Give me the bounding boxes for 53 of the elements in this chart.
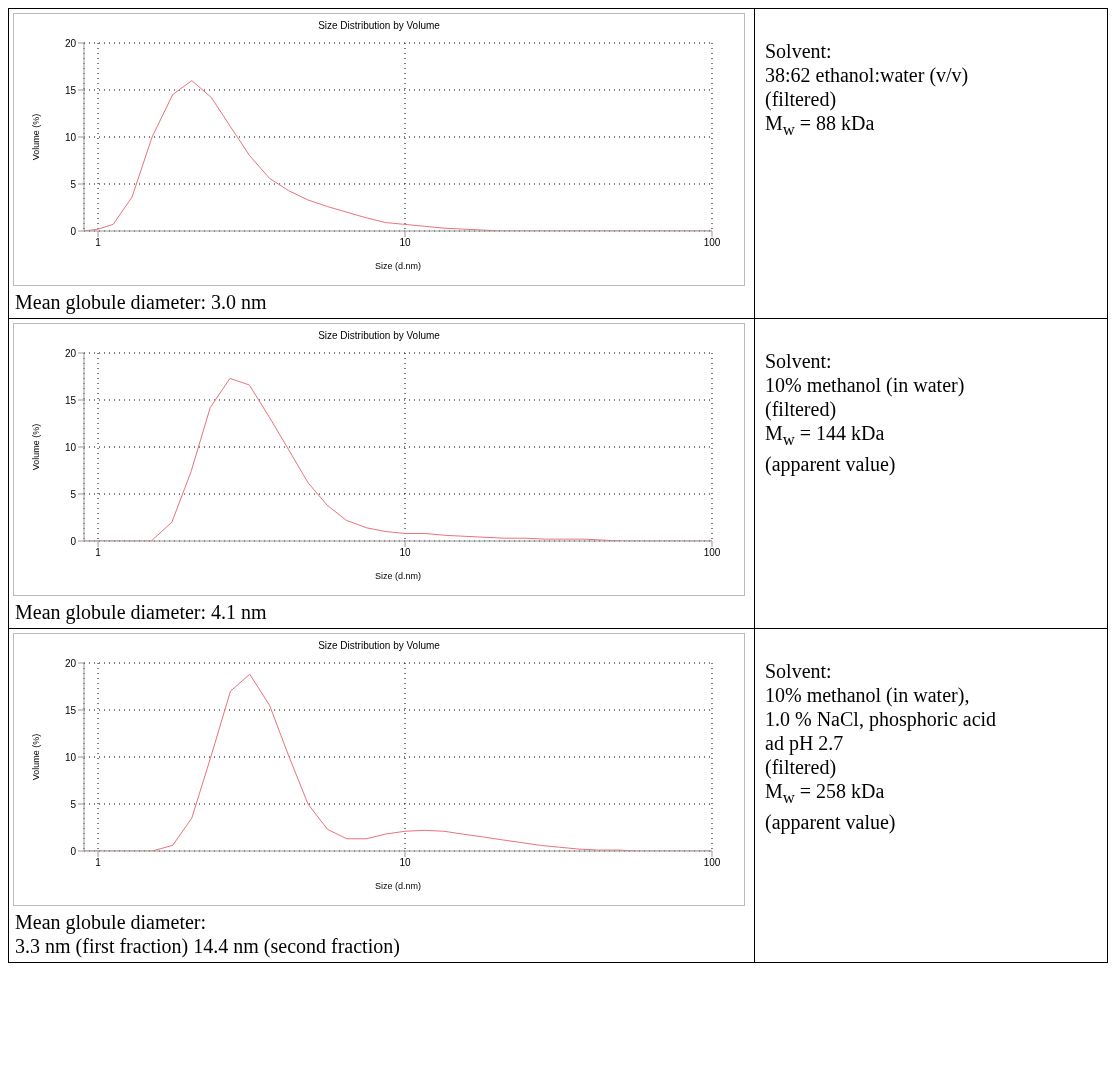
text: Mean globule diameter: 4.1 nm — [15, 600, 268, 624]
y-tick-label: 15 — [64, 84, 77, 96]
y-tick-label: 0 — [70, 845, 77, 857]
y-tick-label: 20 — [64, 37, 77, 49]
chart-title: Size Distribution by Volume — [317, 640, 441, 651]
y-tick-label: 20 — [64, 657, 77, 669]
text: Mean globule diameter: 3.0 nm — [15, 290, 268, 314]
text: 38:62 ethanol:water (v/v) — [765, 63, 970, 87]
chart-title: Size Distribution by Volume — [317, 330, 441, 341]
x-axis-title: Size (d.nm) — [374, 261, 422, 271]
x-tick-label: 100 — [703, 237, 721, 249]
text: 1.0 % NaCl, phosphoric acid — [765, 707, 998, 731]
text: (filtered) — [765, 87, 838, 111]
y-tick-label: 10 — [64, 131, 77, 143]
y-tick-label: 15 — [64, 394, 77, 406]
text: Mean globule diameter: — [15, 910, 208, 934]
y-tick-label: 5 — [70, 798, 77, 810]
text: 10% methanol (in water) — [765, 373, 966, 397]
x-axis-title: Size (d.nm) — [374, 881, 422, 891]
text: M$_{w}$ = 144 kDa — [765, 421, 886, 451]
text: 3.3 nm (first fraction) 14.4 nm (second fraction) — [15, 934, 401, 958]
text: (filtered) — [765, 397, 838, 421]
y-tick-label: 0 — [70, 225, 77, 237]
y-axis-title: Volume (%) — [31, 423, 42, 471]
y-tick-label: 10 — [64, 441, 77, 453]
x-tick-label: 10 — [399, 857, 412, 869]
y-tick-label: 20 — [64, 347, 77, 359]
y-tick-label: 5 — [70, 488, 77, 500]
x-tick-label: 10 — [399, 237, 412, 249]
y-tick-label: 0 — [70, 535, 77, 547]
y-tick-label: 5 — [70, 178, 77, 190]
text: Solvent: — [765, 659, 833, 683]
y-tick-label: 10 — [64, 751, 77, 763]
x-axis-title: Size (d.nm) — [374, 571, 422, 581]
text: (apparent value) — [765, 810, 897, 834]
x-tick-label: 1 — [95, 857, 102, 869]
text: 10% methanol (in water), — [765, 683, 971, 707]
text: Solvent: — [765, 39, 833, 63]
x-tick-label: 10 — [399, 547, 412, 559]
text: M$_{w}$ = 258 kDa — [765, 779, 886, 809]
x-tick-label: 1 — [95, 547, 102, 559]
text: ad pH 2.7 — [765, 731, 845, 755]
y-tick-label: 15 — [64, 704, 77, 716]
text: Solvent: — [765, 349, 833, 373]
x-tick-label: 100 — [703, 857, 721, 869]
x-tick-label: 1 — [95, 237, 102, 249]
y-axis-title: Volume (%) — [31, 733, 42, 781]
y-axis-title: Volume (%) — [31, 113, 42, 161]
text: (filtered) — [765, 755, 838, 779]
text: M$_{w}$ = 88 kDa — [765, 111, 876, 141]
x-tick-label: 100 — [703, 547, 721, 559]
chart-title: Size Distribution by Volume — [317, 20, 441, 31]
text: (apparent value) — [765, 452, 897, 476]
